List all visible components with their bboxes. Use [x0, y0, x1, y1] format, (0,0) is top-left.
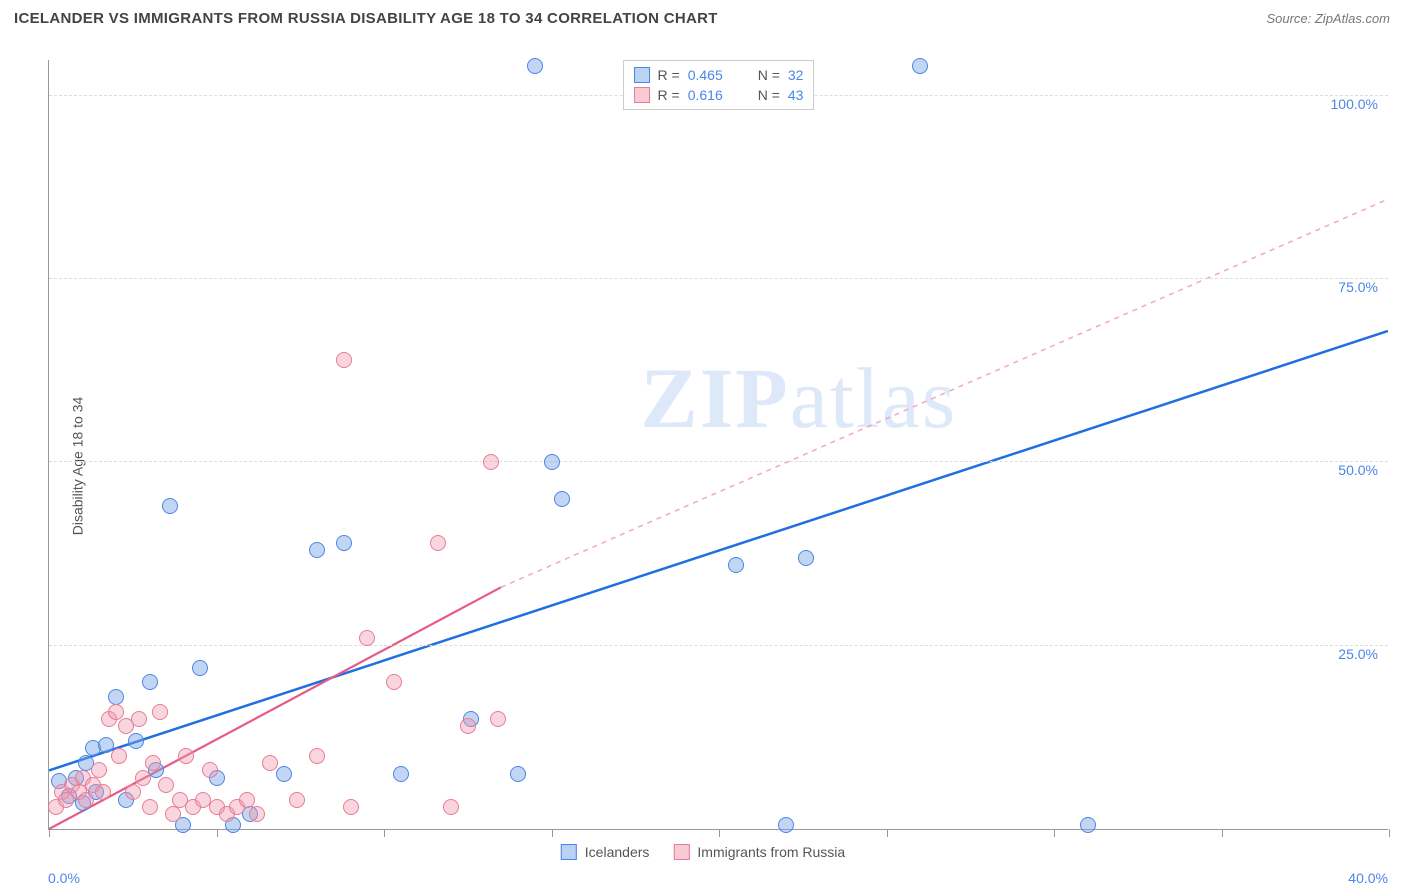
legend-item-immigrants: Immigrants from Russia	[673, 844, 845, 860]
data-point-immigrants	[309, 748, 325, 764]
r-value-icelanders: 0.465	[688, 67, 740, 83]
x-tick	[49, 829, 50, 837]
legend-row-immigrants: R = 0.616 N = 43	[634, 85, 804, 105]
watermark-zip: ZIP	[640, 350, 789, 446]
data-point-immigrants	[91, 762, 107, 778]
data-point-immigrants	[111, 748, 127, 764]
legend-row-icelanders: R = 0.465 N = 32	[634, 65, 804, 85]
data-point-immigrants	[430, 535, 446, 551]
data-point-icelanders	[162, 498, 178, 514]
data-point-immigrants	[483, 454, 499, 470]
x-tick	[1222, 829, 1223, 837]
data-point-icelanders	[798, 550, 814, 566]
n-label: N =	[758, 67, 780, 83]
data-point-icelanders	[778, 817, 794, 833]
data-point-immigrants	[125, 784, 141, 800]
data-point-immigrants	[460, 718, 476, 734]
legend-label-icelanders: Icelanders	[585, 844, 650, 860]
swatch-blue-icon	[634, 67, 650, 83]
data-point-immigrants	[202, 762, 218, 778]
n-value-immigrants: 43	[788, 87, 804, 103]
gridline	[49, 278, 1388, 279]
x-tick	[384, 829, 385, 837]
data-point-icelanders	[108, 689, 124, 705]
y-tick-label: 100.0%	[1331, 96, 1378, 112]
x-tick	[1054, 829, 1055, 837]
chart-area: Disability Age 18 to 34 ZIPatlas R = 0.4…	[0, 40, 1406, 892]
data-point-immigrants	[158, 777, 174, 793]
data-point-immigrants	[145, 755, 161, 771]
data-point-icelanders	[309, 542, 325, 558]
series-legend: Icelanders Immigrants from Russia	[561, 844, 845, 860]
x-axis-min: 0.0%	[48, 870, 80, 886]
data-point-immigrants	[343, 799, 359, 815]
data-point-immigrants	[78, 792, 94, 808]
data-point-icelanders	[554, 491, 570, 507]
data-point-immigrants	[131, 711, 147, 727]
data-point-immigrants	[443, 799, 459, 815]
data-point-icelanders	[527, 58, 543, 74]
data-point-immigrants	[262, 755, 278, 771]
data-point-immigrants	[336, 352, 352, 368]
y-tick-label: 50.0%	[1338, 462, 1378, 478]
data-point-immigrants	[142, 799, 158, 815]
x-tick	[1389, 829, 1390, 837]
data-point-icelanders	[510, 766, 526, 782]
r-label: R =	[658, 67, 680, 83]
y-tick-label: 25.0%	[1338, 646, 1378, 662]
data-point-icelanders	[192, 660, 208, 676]
chart-title: ICELANDER VS IMMIGRANTS FROM RUSSIA DISA…	[14, 10, 718, 27]
plot-region: ZIPatlas R = 0.465 N = 32 R = 0.616 N = …	[48, 60, 1388, 830]
data-point-immigrants	[386, 674, 402, 690]
data-point-icelanders	[276, 766, 292, 782]
data-point-immigrants	[165, 806, 181, 822]
data-point-icelanders	[393, 766, 409, 782]
data-point-immigrants	[490, 711, 506, 727]
data-point-immigrants	[178, 748, 194, 764]
data-point-immigrants	[135, 770, 151, 786]
x-tick	[217, 829, 218, 837]
data-point-icelanders	[128, 733, 144, 749]
n-value-icelanders: 32	[788, 67, 804, 83]
data-point-immigrants	[152, 704, 168, 720]
data-point-immigrants	[95, 784, 111, 800]
r-value-immigrants: 0.616	[688, 87, 740, 103]
chart-source: Source: ZipAtlas.com	[1266, 11, 1390, 26]
data-point-immigrants	[239, 792, 255, 808]
swatch-pink-icon	[673, 844, 689, 860]
data-point-icelanders	[142, 674, 158, 690]
data-point-immigrants	[108, 704, 124, 720]
x-axis-max: 40.0%	[1348, 870, 1388, 886]
chart-header: ICELANDER VS IMMIGRANTS FROM RUSSIA DISA…	[0, 0, 1406, 33]
data-point-icelanders	[728, 557, 744, 573]
watermark-atlas: atlas	[790, 350, 958, 446]
n-label: N =	[758, 87, 780, 103]
y-tick-label: 75.0%	[1338, 279, 1378, 295]
legend-label-immigrants: Immigrants from Russia	[697, 844, 845, 860]
data-point-icelanders	[1080, 817, 1096, 833]
gridline	[49, 461, 1388, 462]
data-point-icelanders	[98, 737, 114, 753]
x-tick	[552, 829, 553, 837]
swatch-pink-icon	[634, 87, 650, 103]
watermark: ZIPatlas	[640, 348, 957, 448]
x-tick	[887, 829, 888, 837]
x-tick	[719, 829, 720, 837]
data-point-immigrants	[359, 630, 375, 646]
data-point-immigrants	[289, 792, 305, 808]
data-point-immigrants	[249, 806, 265, 822]
r-label: R =	[658, 87, 680, 103]
swatch-blue-icon	[561, 844, 577, 860]
gridline	[49, 645, 1388, 646]
data-point-icelanders	[544, 454, 560, 470]
legend-item-icelanders: Icelanders	[561, 844, 650, 860]
data-point-icelanders	[912, 58, 928, 74]
correlation-legend: R = 0.465 N = 32 R = 0.616 N = 43	[623, 60, 815, 110]
trend-lines	[49, 60, 1388, 829]
data-point-icelanders	[336, 535, 352, 551]
